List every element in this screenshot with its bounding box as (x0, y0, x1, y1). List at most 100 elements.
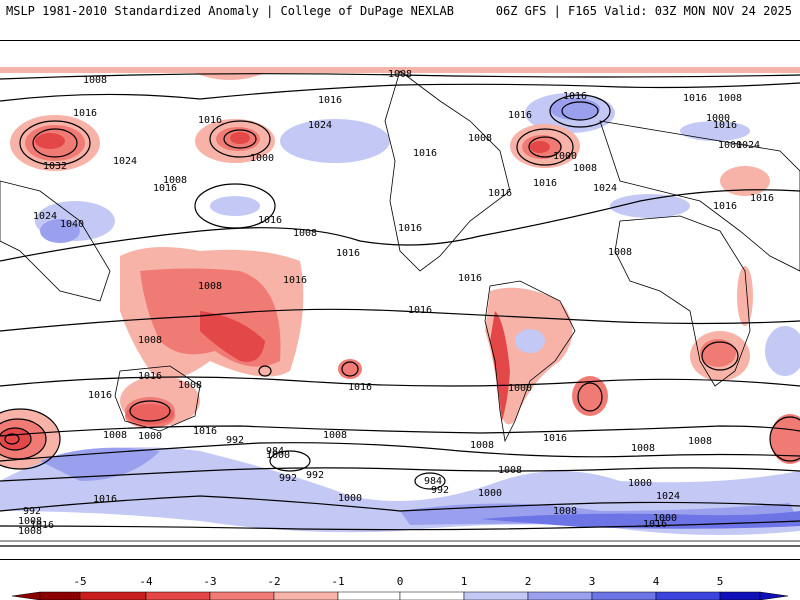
colorbar-tick-label: -1 (331, 575, 344, 588)
colorbar-segment (591, 591, 657, 600)
colorbar-tick-label: -5 (73, 575, 86, 588)
contour-label: 1016 (488, 188, 512, 199)
contour-label: 1008 (470, 440, 494, 451)
colorbar-tick-label: 2 (525, 575, 532, 588)
contour-label: 1016 (533, 178, 557, 189)
isobar (769, 416, 800, 462)
isobar (4, 433, 20, 445)
colorbar-segment (39, 591, 81, 600)
contour-label: 992 (306, 470, 324, 481)
contour-label: 1016 (318, 95, 342, 106)
contour-label: 1016 (713, 120, 737, 131)
isobar (269, 450, 311, 472)
anomaly-area (210, 196, 260, 216)
contour-label: 1016 (93, 494, 117, 505)
contour-label: 1000 (706, 113, 730, 124)
isobar (129, 400, 171, 422)
contour-label: 992 (279, 473, 297, 484)
contour-label: 1008 (573, 163, 597, 174)
colorbar-tick-label: 5 (717, 575, 724, 588)
colorbar-high-arrow (759, 591, 789, 600)
isobar (528, 136, 562, 158)
contour-label: 1016 (683, 93, 707, 104)
isobar (414, 472, 446, 490)
anomaly-area (610, 194, 690, 218)
contour-label: 1016 (458, 273, 482, 284)
contour-label: 1016 (30, 520, 54, 531)
isobar (0, 425, 800, 437)
contour-label: 1000 (478, 488, 502, 499)
contour-label: 1024 (33, 211, 57, 222)
contour-label: 1024 (593, 183, 617, 194)
contour-label: 1008 (498, 465, 522, 476)
contour-label: 1008 (631, 443, 655, 454)
anomaly-area (190, 71, 270, 80)
isobar (0, 82, 800, 102)
anomaly-area (765, 326, 800, 376)
isobar (0, 376, 800, 387)
isobar (516, 128, 574, 166)
model-run-valid-time: 06Z GFS | F165 Valid: 03Z MON NOV 24 202… (495, 4, 792, 18)
contour-label: 1008 (468, 133, 492, 144)
isobar (0, 308, 800, 332)
contour-label: 992 (431, 485, 449, 496)
colorbar-low-arrow (11, 591, 41, 600)
contour-label: 1008 (83, 75, 107, 86)
contour-label: 984 (266, 446, 284, 457)
anomaly-area (280, 119, 390, 163)
isobar (0, 442, 800, 462)
anomaly-area (0, 428, 30, 450)
contour-label: 1000 (338, 493, 362, 504)
contour-label: 1016 (643, 519, 667, 530)
isobar (0, 467, 800, 482)
contour-label: 1000 (628, 478, 652, 489)
isobar (0, 408, 61, 470)
contour-label: 1000 (138, 431, 162, 442)
isobar (0, 520, 800, 531)
contour-label: 1024 (656, 491, 680, 502)
isobar (19, 120, 91, 166)
isobars (0, 73, 800, 547)
contour-label: 984 (424, 476, 442, 487)
isobar (0, 495, 800, 512)
colorbar-segment (337, 591, 401, 600)
contour-label: 1000 (266, 450, 290, 461)
isobar (549, 94, 611, 128)
isobar (0, 427, 32, 451)
isobar (577, 382, 603, 412)
land-outline (114, 365, 201, 432)
colorbar-segment (527, 591, 593, 600)
contour-label: 1000 (250, 153, 274, 164)
contour-label: 1016 (398, 223, 422, 234)
colorbar: -5 -4 -3 -2 -1 0 1 2 3 4 5 (11, 575, 789, 600)
isobar (0, 73, 800, 80)
coastlines (0, 70, 800, 542)
land-outline (384, 70, 511, 272)
anomaly-area (530, 141, 550, 153)
land-outline (614, 215, 751, 387)
isobar (32, 128, 78, 158)
colorbar-tick-label: -2 (267, 575, 280, 588)
contour-label: 1016 (88, 390, 112, 401)
isobar (223, 129, 257, 149)
contour-label: 1008 (388, 69, 412, 80)
contour-label: 1024 (113, 156, 137, 167)
isobar (258, 365, 272, 377)
anomaly-area (200, 311, 265, 362)
contour-label: 1040 (60, 219, 84, 230)
isobar (561, 101, 599, 121)
anomaly-area (737, 266, 753, 326)
contour-label: 1000 (653, 513, 677, 524)
isobar (0, 189, 800, 262)
contour-label: 1016 (138, 371, 162, 382)
isobar (701, 341, 739, 371)
contour-label: 1008 (178, 380, 202, 391)
colorbar-segment (655, 591, 721, 600)
contour-label: 992 (23, 506, 41, 517)
anomaly-area (230, 132, 250, 144)
anomaly-area (515, 329, 545, 353)
colorbar-tick-label: 0 (397, 575, 404, 588)
anomaly-area (550, 98, 600, 120)
contour-label: 1008 (608, 247, 632, 258)
